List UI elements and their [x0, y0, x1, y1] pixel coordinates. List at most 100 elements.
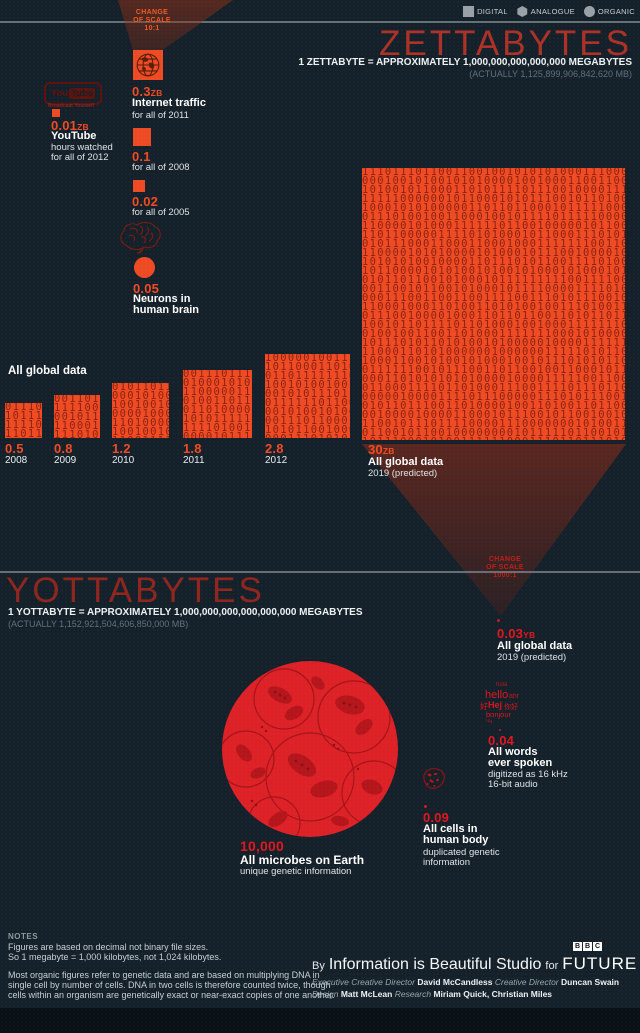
bar-2008: 0111001 1011101 1111000 1101110 0010010	[5, 403, 42, 438]
analogue-hexagon-icon	[517, 6, 528, 17]
bar-2011-value: 1.8	[183, 441, 202, 456]
bar-2010-value: 1.2	[112, 441, 131, 456]
notes-para-1: Most organic figures refer to genetic da…	[8, 970, 320, 980]
traffic-2005-detail: for all of 2005	[132, 207, 190, 218]
neurons-name-2: human brain	[133, 304, 199, 316]
zettabytes-title: ZETTABYTES	[379, 27, 632, 61]
credit-role: Research	[395, 989, 431, 999]
bar-2011: 001110111101 010001010110 110000011010 0…	[183, 370, 252, 438]
bbc-block: B	[583, 942, 592, 951]
scale-line: CHANGE	[122, 9, 182, 17]
unit: YB	[523, 630, 535, 640]
bar-2009-value: 0.8	[54, 441, 73, 456]
bar-2010: 0101101110 0001010010 1001001000 0000100…	[112, 383, 169, 438]
legend-label: ORGANIC	[598, 7, 635, 16]
youtube-detail-2: for all of 2012	[51, 152, 109, 163]
yottabytes-actual: (ACTUALLY 1,152,921,504,606,850,000 MB)	[8, 619, 188, 629]
circle-word: ahr	[509, 693, 519, 700]
circle-word: hola	[496, 682, 507, 688]
internet-traffic-square	[133, 50, 163, 80]
global-2019-detail: 2019 (predicted)	[497, 652, 566, 663]
global-2019-value: 0.03YB	[497, 626, 535, 641]
zettabytes-actual: (ACTUALLY 1,125,899,906,842,620 MB)	[469, 69, 632, 79]
bar-2012-year: 2012	[265, 455, 287, 466]
big-square-detail: 2019 (predicted)	[368, 468, 437, 479]
big-square-value: 30ZB	[368, 442, 395, 457]
all-global-data-label: All global data	[8, 365, 87, 377]
internet-name: Internet traffic	[132, 97, 206, 109]
traffic-2005-square	[133, 180, 145, 192]
bar-2009-year: 2009	[54, 455, 76, 466]
circle-word: hej	[484, 719, 492, 725]
byline: By Information is Beautiful Studio for F…	[312, 954, 637, 974]
notes-para-2: single cell by number of cells. DNA in t…	[8, 980, 331, 990]
microbes-circle-icon	[222, 661, 398, 837]
bar-2012: 10000010011111 10110001101011 0110111111…	[265, 354, 350, 438]
byline-for: for	[545, 960, 558, 972]
scale-line: 1000:1	[472, 572, 538, 580]
top-divider	[0, 21, 640, 23]
bbc-block: B	[573, 942, 582, 951]
globe-icon	[135, 52, 161, 78]
youtube-logo-you: You	[51, 88, 68, 99]
legend-label: DIGITAL	[477, 7, 508, 16]
credit-role: Executive Creative Director	[312, 977, 415, 987]
notes-line-1: Figures are based on decimal not binary …	[8, 942, 208, 952]
youtube-logo-tube: Tube	[69, 88, 95, 99]
digital-square-icon	[463, 6, 474, 17]
scale-change-10-1: CHANGE OF SCALE 10:1	[122, 9, 182, 33]
cells-marker-dot	[424, 805, 427, 808]
credit-name: Duncan Swain	[561, 977, 619, 987]
scale-line: 10:1	[122, 25, 182, 33]
credits-line-1: Executive Creative Director David McCand…	[312, 977, 619, 987]
value: 0.03	[497, 626, 523, 641]
neurons-circle	[134, 257, 155, 278]
legend-item-digital: DIGITAL	[463, 6, 508, 17]
bar-2010-year: 2010	[112, 455, 134, 466]
credit-name: David McCandless	[417, 977, 492, 987]
traffic-2008-detail: for all of 2008	[132, 162, 190, 173]
credit-role: Creative Director	[495, 977, 559, 987]
bbc-logo: B B C	[573, 942, 602, 951]
notes-heading: NOTES	[8, 932, 38, 941]
youtube-logo-icon: You Tube	[44, 82, 102, 105]
cell-icon	[419, 765, 448, 793]
microbes-detail: unique genetic information	[240, 866, 351, 877]
value: 30	[368, 442, 383, 457]
internet-detail: for all of 2011	[132, 110, 189, 121]
bar-2012-value: 2.8	[265, 441, 284, 456]
microbes-name: All microbes on Earth	[240, 853, 364, 867]
bar-2011-year: 2011	[183, 455, 205, 466]
bbc-future-wordmark: FUTURE	[562, 954, 637, 974]
bottom-band	[0, 1008, 640, 1033]
cells-detail-2: information	[423, 857, 470, 868]
brain-icon	[116, 219, 164, 257]
words-detail-2: 16-bit audio	[488, 779, 538, 790]
bar-2009: 001101011 111100101 001011111 110001100 …	[54, 395, 100, 438]
bbc-block: C	[593, 942, 602, 951]
credit-name: Miriam Quick, Christian Miles	[433, 989, 552, 999]
microbes-value: 10,000	[240, 838, 284, 854]
circle-word: bonjour	[486, 710, 511, 719]
zettabytes-subtitle: 1 ZETTABYTE = APPROXIMATELY 1,000,000,00…	[298, 57, 632, 68]
legend-label: ANALOGUE	[531, 7, 575, 16]
circle-word: Hej	[488, 700, 502, 710]
credit-name: Matt McLean	[341, 989, 392, 999]
funnel-apex-dot	[497, 619, 500, 622]
global-2019-name: All global data	[497, 640, 572, 652]
yottabytes-title: YOTTABYTES	[6, 574, 265, 608]
legend: DIGITAL ANALOGUE ORGANIC	[463, 6, 635, 17]
studio-name: Information is Beautiful Studio	[329, 956, 542, 974]
notes-para-3: cells within an organism are genetically…	[8, 990, 335, 1000]
youtube-data-square	[52, 109, 60, 117]
big-square-2019: 1110111011001100100101010100011100000 00…	[362, 168, 625, 440]
scale-line: CHANGE	[472, 556, 538, 564]
notes-line-2: So 1 megabyte = 1,000 kilobytes, not 1,0…	[8, 952, 221, 962]
organic-circle-icon	[584, 6, 595, 17]
cells-name-2: human body	[423, 834, 488, 846]
words-marker-dot	[499, 729, 501, 731]
youtube-name: YouTube	[51, 130, 96, 142]
legend-item-analogue: ANALOGUE	[517, 6, 575, 17]
byline-by: By	[312, 960, 325, 972]
scale-change-1000-1: CHANGE OF SCALE 1000:1	[472, 556, 538, 580]
